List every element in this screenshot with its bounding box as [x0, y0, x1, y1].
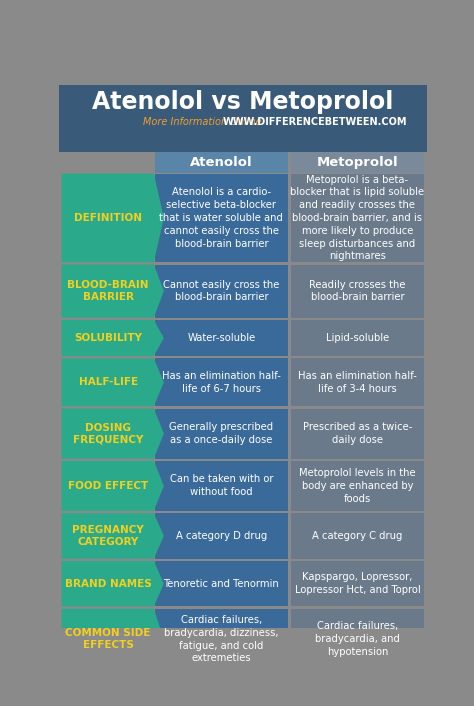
- Text: BLOOD-BRAIN
BARRIER: BLOOD-BRAIN BARRIER: [67, 280, 149, 302]
- Polygon shape: [62, 513, 164, 558]
- Text: WWW.DIFFERENCEBETWEEN.COM: WWW.DIFFERENCEBETWEEN.COM: [223, 116, 407, 126]
- Text: Readily crosses the
blood-brain barrier: Readily crosses the blood-brain barrier: [309, 280, 406, 302]
- Text: PREGNANCY
CATEGORY: PREGNANCY CATEGORY: [72, 525, 144, 546]
- Text: Cardiac failures,
bradycardia, and
hypotension: Cardiac failures, bradycardia, and hypot…: [315, 621, 400, 657]
- FancyBboxPatch shape: [291, 561, 424, 606]
- Text: Atenolol: Atenolol: [190, 156, 253, 169]
- FancyBboxPatch shape: [155, 174, 288, 262]
- Polygon shape: [62, 174, 164, 262]
- Polygon shape: [62, 561, 164, 606]
- Text: Can be taken with or
without food: Can be taken with or without food: [170, 474, 273, 497]
- FancyBboxPatch shape: [291, 609, 424, 669]
- Polygon shape: [62, 461, 164, 511]
- FancyBboxPatch shape: [155, 513, 288, 558]
- FancyBboxPatch shape: [291, 174, 424, 262]
- Text: Has an elimination half-
life of 3-4 hours: Has an elimination half- life of 3-4 hou…: [298, 371, 417, 394]
- FancyBboxPatch shape: [155, 265, 288, 318]
- Polygon shape: [62, 265, 164, 318]
- Text: Has an elimination half-
life of 6-7 hours: Has an elimination half- life of 6-7 hou…: [162, 371, 281, 394]
- FancyBboxPatch shape: [155, 152, 288, 172]
- Text: More Information Online: More Information Online: [143, 116, 262, 126]
- FancyBboxPatch shape: [59, 85, 427, 152]
- Text: Metoprolol is a beta-
blocker that is lipid soluble
and readily crosses the
bloo: Metoprolol is a beta- blocker that is li…: [291, 174, 425, 261]
- FancyBboxPatch shape: [155, 461, 288, 511]
- FancyBboxPatch shape: [291, 409, 424, 459]
- Text: A category C drug: A category C drug: [312, 531, 402, 541]
- FancyBboxPatch shape: [291, 461, 424, 511]
- Text: SOLUBILITY: SOLUBILITY: [74, 333, 142, 343]
- Text: Tenoretic and Tenormin: Tenoretic and Tenormin: [164, 579, 279, 589]
- Polygon shape: [62, 609, 164, 669]
- FancyBboxPatch shape: [155, 359, 288, 406]
- FancyBboxPatch shape: [155, 320, 288, 356]
- Text: DEFINITION: DEFINITION: [74, 213, 142, 223]
- Text: A category D drug: A category D drug: [176, 531, 267, 541]
- Polygon shape: [62, 320, 164, 356]
- Text: Kapspargo, Lopressor,
Lopressor Hct, and Toprol: Kapspargo, Lopressor, Lopressor Hct, and…: [294, 573, 420, 595]
- FancyBboxPatch shape: [291, 152, 424, 172]
- Text: Atenolol is a cardio-
selective beta-blocker
that is water soluble and
cannot ea: Atenolol is a cardio- selective beta-blo…: [159, 187, 283, 249]
- FancyBboxPatch shape: [155, 609, 288, 669]
- Text: HALF-LIFE: HALF-LIFE: [79, 377, 137, 388]
- Text: Metoprolol: Metoprolol: [317, 156, 398, 169]
- Text: BRAND NAMES: BRAND NAMES: [64, 579, 152, 589]
- FancyBboxPatch shape: [291, 513, 424, 558]
- Text: Cannot easily cross the
blood-brain barrier: Cannot easily cross the blood-brain barr…: [163, 280, 280, 302]
- FancyBboxPatch shape: [291, 320, 424, 356]
- FancyBboxPatch shape: [155, 409, 288, 459]
- FancyBboxPatch shape: [291, 359, 424, 406]
- Text: DOSING
FREQUENCY: DOSING FREQUENCY: [73, 423, 143, 444]
- Text: Prescribed as a twice-
daily dose: Prescribed as a twice- daily dose: [303, 422, 412, 445]
- Polygon shape: [62, 409, 164, 459]
- Text: Cardiac failures,
bradycardia, dizziness,
fatigue, and cold
extremeties: Cardiac failures, bradycardia, dizziness…: [164, 615, 279, 664]
- Text: Generally prescribed
as a once-daily dose: Generally prescribed as a once-daily dos…: [169, 422, 273, 445]
- Text: FOOD EFFECT: FOOD EFFECT: [68, 481, 148, 491]
- FancyBboxPatch shape: [291, 265, 424, 318]
- Polygon shape: [62, 359, 164, 406]
- Text: Water-soluble: Water-soluble: [187, 333, 255, 343]
- Text: Lipid-soluble: Lipid-soluble: [326, 333, 389, 343]
- FancyBboxPatch shape: [155, 561, 288, 606]
- Text: Atenolol vs Metoprolol: Atenolol vs Metoprolol: [92, 90, 393, 114]
- Text: COMMON SIDE
EFFECTS: COMMON SIDE EFFECTS: [65, 628, 151, 650]
- Text: Metoprolol levels in the
body are enhanced by
foods: Metoprolol levels in the body are enhanc…: [299, 468, 416, 503]
